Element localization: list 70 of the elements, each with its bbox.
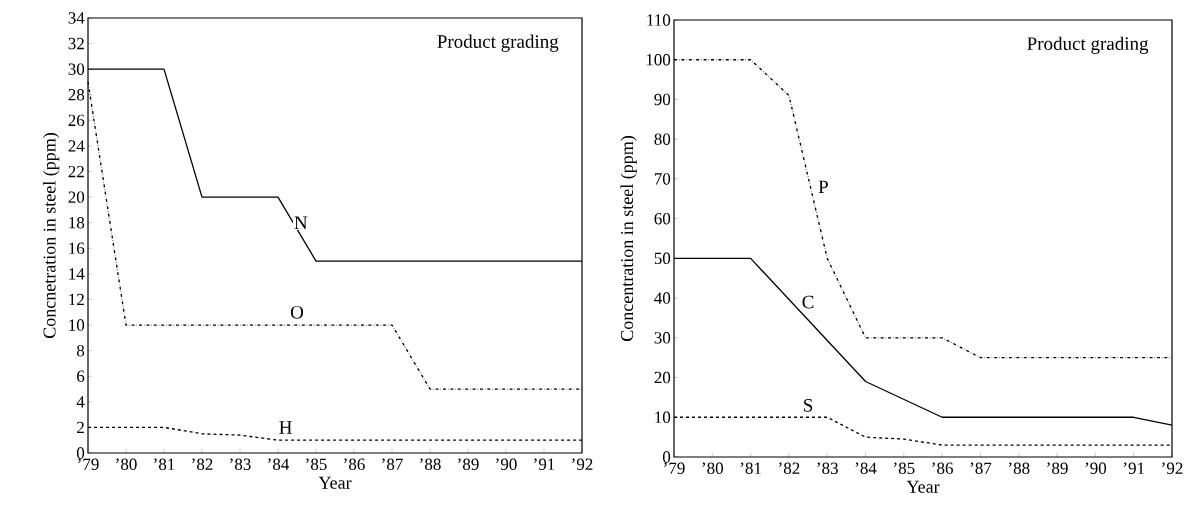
x-tick-label: ’89 [1047,462,1068,475]
x-tick-label: ’86 [932,462,953,475]
y-tick-label: 80 [654,133,671,145]
annotation: O [290,305,304,319]
annotation: N [294,216,308,229]
x-tick-label: ’86 [344,458,365,471]
y-axis-title: Concentration in steel (ppm) [620,136,637,341]
x-tick-label: ’81 [740,462,761,475]
x-tick-label: ’82 [192,458,213,471]
y-tick-label: 70 [654,173,671,185]
x-tick-label: ’80 [702,462,723,475]
y-tick-label: 0 [76,447,85,459]
y-tick-label: 20 [68,191,85,203]
y-tick-label: 14 [69,268,85,280]
x-tick-label: ’85 [894,462,915,475]
y-tick-label: 18 [69,216,85,229]
y-tick-label: 30 [654,332,671,344]
x-tick-label: ’84 [268,458,290,471]
y-tick-label: 90 [654,93,671,106]
x-tick-label: ’91 [1123,462,1145,475]
x-tick-label: ’84 [855,462,877,475]
y-tick-label: 12 [69,293,84,306]
annotation: Product grading [437,34,559,52]
y-tick-label: 30 [68,63,85,75]
y-tick-label: 60 [654,212,671,225]
x-tick-label: ’80 [116,458,137,471]
x-tick-label: ’82 [779,462,800,475]
y-tick-label: 16 [69,242,85,255]
x-tick-label: ’92 [1162,462,1183,475]
x-tick-label: ’90 [496,458,517,471]
x-tick-label: ’87 [382,458,403,471]
y-tick-label: 26 [68,114,85,127]
y-tick-label: 22 [68,165,84,178]
annotation: C [802,295,814,309]
x-tick-label: ’90 [1085,462,1107,475]
x-tick-label: ’89 [458,458,479,471]
x-tick-label: ’83 [817,462,838,475]
annotation: H [279,421,292,434]
y-tick-label: 10 [69,319,85,331]
y-tick-label: 4 [76,396,85,408]
x-tick-label: ’92 [572,458,593,471]
x-tick-label: ’88 [420,458,441,471]
y-tick-label: 100 [646,53,671,66]
annotation: S [804,398,813,412]
y-tick-label: 6 [77,370,85,382]
x-axis-title: Year [318,476,352,489]
y-tick-label: 8 [76,344,85,357]
x-axis-title: Year [906,480,940,493]
y-tick-label: 28 [68,89,85,101]
y-tick-label: 50 [654,252,671,265]
annotation: P [818,180,828,194]
x-tick-label: ’79 [664,462,685,475]
x-tick-label: ’79 [78,458,99,471]
x-tick-label: ’85 [306,458,327,471]
x-tick-label: ’91 [534,458,555,471]
y-tick-label: 0 [662,451,671,463]
x-tick-label: ’81 [154,458,175,471]
y-tick-label: 2 [77,421,84,434]
y-tick-label: 34 [68,12,85,24]
y-tick-label: 110 [647,14,671,26]
x-tick-label: ’88 [1008,462,1030,475]
y-tick-label: 24 [68,140,85,152]
x-tick-label: ’87 [970,462,992,475]
annotation: Product grading [1027,36,1149,54]
y-axis-title: Concnetration in steel (ppm) [42,133,60,338]
x-tick-label: ’83 [230,458,251,471]
y-tick-label: 10 [655,411,671,424]
y-tick-label: 32 [68,37,84,50]
y-tick-label: 20 [654,371,671,384]
y-tick-label: 40 [654,292,671,304]
